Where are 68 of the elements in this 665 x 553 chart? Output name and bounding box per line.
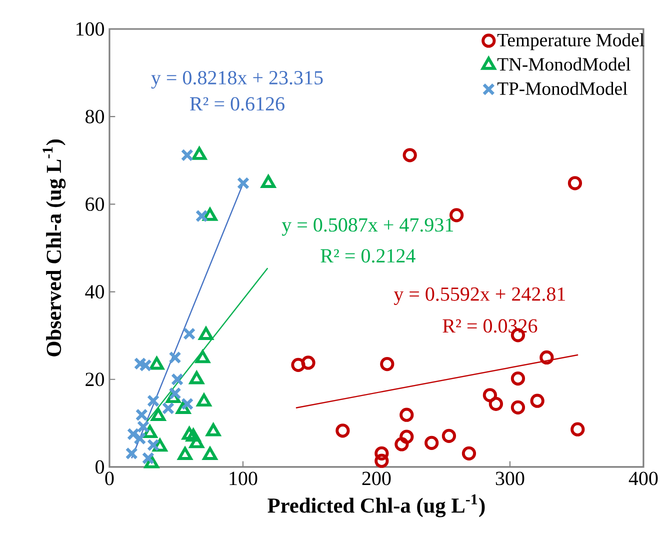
point bbox=[151, 408, 166, 421]
point bbox=[570, 422, 585, 436]
annotation: y = 0.5592x + 242.81 bbox=[394, 287, 566, 305]
legend-label: TP-MonodModel bbox=[497, 82, 628, 95]
point bbox=[170, 373, 184, 386]
point bbox=[162, 402, 175, 415]
point bbox=[195, 350, 210, 364]
point bbox=[149, 356, 164, 370]
point bbox=[168, 387, 182, 400]
point bbox=[206, 423, 221, 436]
y-tick-label: 20 bbox=[86, 372, 104, 386]
point bbox=[168, 351, 182, 364]
point bbox=[530, 394, 544, 408]
x-tick-label: 300 bbox=[496, 472, 524, 486]
y-axis-title: Observed Chl-a (ug L$^{-1}$) bbox=[42, 140, 66, 356]
point bbox=[462, 446, 476, 460]
annotation: y = 0.5087x + 47.931 bbox=[282, 218, 453, 236]
point bbox=[136, 420, 150, 434]
point bbox=[142, 452, 154, 465]
annotation: y = 0.8218x + 23.315 bbox=[151, 70, 323, 89]
x-tick-label: 100 bbox=[230, 472, 258, 486]
point bbox=[374, 454, 389, 468]
point bbox=[424, 436, 439, 450]
y-tick-label: 40 bbox=[85, 285, 104, 299]
point bbox=[568, 176, 582, 190]
point bbox=[540, 350, 554, 365]
point bbox=[394, 437, 409, 452]
point bbox=[125, 447, 138, 460]
point bbox=[402, 148, 417, 162]
y-tick-label: 0 bbox=[96, 460, 104, 474]
point bbox=[176, 401, 191, 414]
point bbox=[374, 446, 389, 460]
x-axis-title: Predicted Chl-a (ug L$^{-1}$) bbox=[268, 494, 485, 518]
x-tick-label: 0 bbox=[105, 472, 114, 486]
annotation: R² = 0.6126 bbox=[190, 97, 284, 111]
point bbox=[135, 408, 148, 422]
point bbox=[182, 328, 196, 340]
point bbox=[488, 396, 504, 411]
point bbox=[291, 358, 306, 372]
point bbox=[146, 394, 160, 408]
point bbox=[400, 408, 414, 422]
x-tick-label: 400 bbox=[628, 472, 658, 486]
point bbox=[510, 371, 526, 386]
legend-label: Temperature Model bbox=[497, 33, 644, 50]
point bbox=[380, 356, 394, 372]
point bbox=[178, 447, 192, 460]
point bbox=[336, 424, 350, 438]
point bbox=[186, 428, 201, 442]
point bbox=[198, 327, 214, 340]
point bbox=[400, 430, 414, 444]
point bbox=[442, 428, 456, 443]
point bbox=[301, 356, 316, 370]
point bbox=[510, 400, 526, 414]
point bbox=[236, 176, 250, 190]
point bbox=[180, 148, 194, 162]
point bbox=[189, 371, 204, 384]
y-tick-label: 100 bbox=[76, 22, 104, 36]
annotation: R² = 0.2124 bbox=[320, 249, 416, 263]
point bbox=[180, 398, 194, 410]
y-tick-label: 60 bbox=[86, 197, 104, 211]
y-tick-label: 80 bbox=[86, 110, 104, 124]
point bbox=[196, 394, 212, 407]
point bbox=[202, 447, 218, 460]
point bbox=[195, 210, 208, 222]
x-tick-label: 200 bbox=[362, 472, 391, 486]
point bbox=[146, 438, 160, 452]
point bbox=[482, 388, 498, 402]
legend-label: TN-MonodModel bbox=[497, 58, 630, 71]
